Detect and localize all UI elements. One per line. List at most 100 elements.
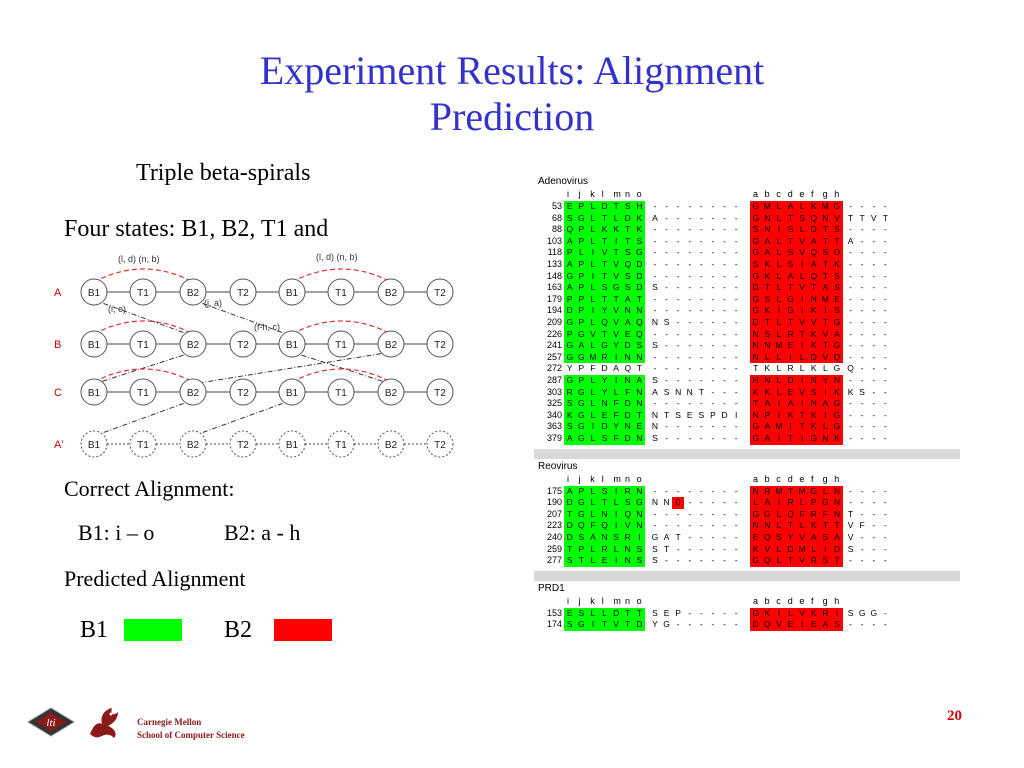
residue-cell: K — [810, 363, 817, 374]
residue-cell: Y — [598, 375, 611, 387]
tail-cell: - — [872, 619, 876, 630]
gap-cell: - — [723, 607, 726, 618]
residue-cell: H — [633, 201, 646, 213]
tail-cell: - — [849, 247, 852, 258]
gap-cell: A — [652, 386, 658, 397]
residue-cell: I — [796, 340, 808, 352]
row-number: 241 — [546, 340, 562, 351]
gap-cell: T — [698, 386, 704, 397]
tail-cell: - — [849, 398, 852, 409]
tail-cell: T — [859, 212, 865, 223]
column-header: n — [625, 595, 631, 606]
residue-cell: N — [633, 351, 646, 364]
row-number: 190 — [546, 497, 562, 508]
residue-cell: P — [575, 224, 588, 236]
residue-cell: A — [761, 433, 774, 445]
tail-cell: - — [872, 555, 876, 566]
residue-cell: A — [808, 235, 820, 248]
tail-cell: T — [847, 508, 854, 519]
state-node-label: B2 — [187, 440, 200, 451]
residue-cell: G — [784, 293, 797, 306]
state-node-label: B2 — [187, 288, 200, 299]
gap-cell: - — [676, 508, 680, 519]
residue-cell: S — [575, 532, 588, 544]
residue-cell: P — [575, 543, 588, 556]
gap-cell: - — [699, 421, 703, 432]
gap-cell: T — [663, 409, 670, 420]
residue-cell: P — [575, 305, 588, 317]
gap-cell: Y — [652, 619, 658, 630]
column-header: d — [787, 595, 793, 606]
gap-cell: - — [699, 398, 703, 409]
state-node-label: B2 — [385, 440, 398, 451]
state-node-label: T2 — [434, 340, 446, 351]
column-header: j — [578, 189, 581, 199]
state-node-label: T2 — [434, 288, 446, 299]
residue-cell: L — [750, 497, 762, 509]
gap-cell: - — [699, 305, 703, 316]
residue-cell: P — [575, 293, 588, 306]
gap-cell: - — [688, 433, 692, 443]
residue-cell: D — [784, 543, 797, 556]
state-node-label: B1 — [88, 440, 101, 451]
gap-cell: - — [665, 340, 668, 351]
row-number: 174 — [546, 619, 562, 630]
residue-cell: A — [761, 421, 774, 433]
cross-edge — [291, 351, 392, 385]
gap-cell: - — [653, 235, 657, 246]
residue-cell: N — [622, 421, 634, 433]
residue-cell: T — [819, 259, 832, 271]
tail-cell: - — [872, 259, 876, 269]
residue-cell: K — [598, 224, 611, 236]
residue-cell: T — [622, 224, 634, 236]
state-node-label: T1 — [335, 340, 347, 351]
residue-cell: K — [750, 386, 762, 399]
state-node — [129, 430, 157, 458]
residue-cell: N — [622, 351, 634, 364]
residue-cell: A — [808, 259, 820, 271]
residue-cell: G — [575, 421, 588, 433]
state-node-label: T1 — [137, 288, 149, 299]
residue-cell: R — [784, 328, 797, 341]
gap-cell: - — [734, 433, 738, 443]
cross-edge — [192, 351, 392, 385]
residue-cell: M — [796, 485, 808, 498]
column-header: c — [776, 473, 781, 484]
residue-cell: G — [575, 497, 588, 509]
residue-cell: G — [610, 282, 622, 294]
gap-cell: - — [723, 351, 726, 362]
column-header: a — [753, 473, 759, 484]
tail-cell: - — [872, 247, 876, 258]
residue-cell: T — [784, 520, 797, 532]
column-header: h — [834, 595, 840, 606]
residue-cell: N — [750, 520, 762, 532]
residue-cell: L — [587, 375, 599, 387]
residue-cell: R — [622, 532, 634, 544]
residue-cell: I — [819, 409, 832, 422]
tail-cell: - — [860, 375, 864, 385]
residue-cell: M — [819, 293, 832, 306]
column-header: b — [764, 595, 770, 606]
residue-cell: L — [773, 247, 785, 259]
gap-cell: - — [676, 282, 680, 293]
residue-cell: Q — [808, 212, 820, 225]
residue-cell: V — [796, 317, 808, 329]
pair-arc — [291, 268, 392, 283]
residue-cell: K — [831, 259, 843, 271]
tail-cell: - — [872, 485, 876, 496]
gap-cell: - — [711, 270, 715, 281]
tail-cell: - — [849, 259, 852, 269]
gap-cell: - — [688, 259, 692, 269]
state-node-label: T1 — [137, 440, 149, 451]
cross-edge — [93, 399, 194, 437]
svg-text:lti: lti — [46, 717, 55, 729]
residue-cell: F — [610, 398, 622, 410]
residue-cell: L — [587, 293, 599, 306]
residue-cell: N — [831, 508, 843, 521]
residue-cell: L — [587, 386, 599, 399]
tail-cell: - — [860, 259, 864, 269]
gap-cell: - — [723, 555, 726, 566]
gap-cell: - — [723, 363, 726, 374]
gap-cell: S — [663, 386, 670, 397]
residue-cell: S — [633, 555, 646, 567]
